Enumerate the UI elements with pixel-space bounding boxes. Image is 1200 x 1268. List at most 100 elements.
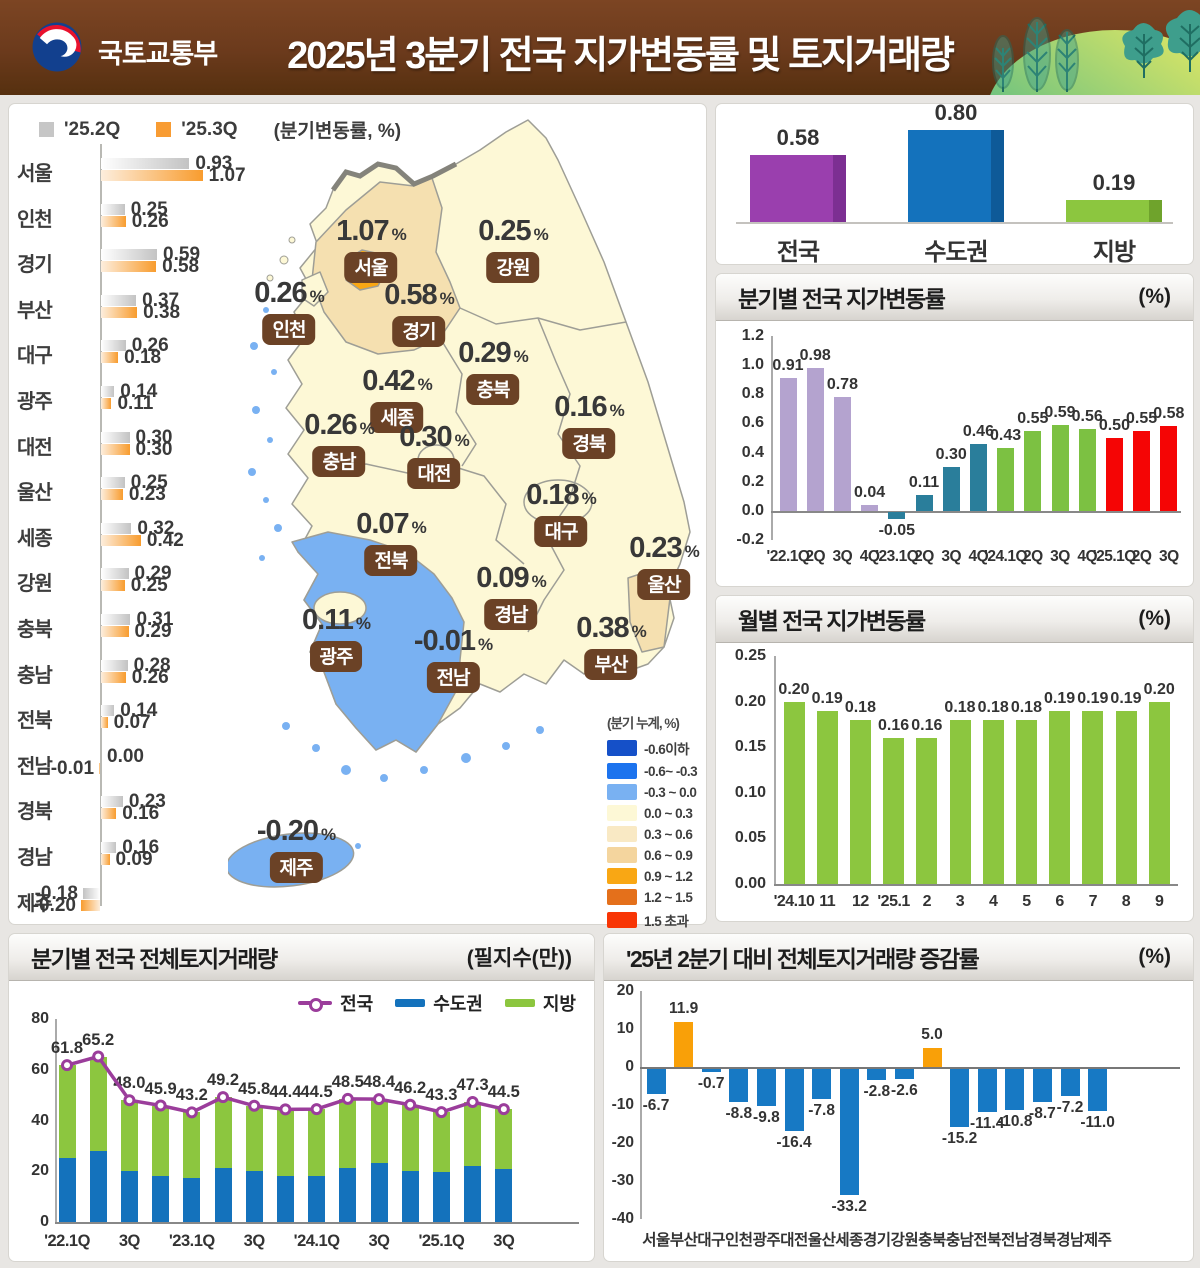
v-xtick: 3Q — [118, 1232, 141, 1250]
m-value: 0.16 — [878, 717, 910, 735]
q-value: 0.91 — [772, 357, 804, 375]
m-xtick: 7 — [1088, 893, 1098, 910]
v-bar-local — [339, 1098, 357, 1168]
map-legend-row: 1.2 ~ 1.5 — [607, 889, 707, 905]
c-value: 5.0 — [921, 1026, 943, 1043]
hbar — [101, 306, 138, 318]
m-ytick: 0.05 — [734, 829, 766, 847]
q-ytick: 1.0 — [741, 356, 764, 374]
q-ytick: 0.4 — [741, 443, 764, 461]
q-ytick: 0.6 — [741, 414, 764, 432]
map-legend-row: 0.0 ~ 0.3 — [607, 805, 707, 821]
region-label: 전남 — [17, 755, 53, 778]
c-bar — [867, 1069, 887, 1080]
c-ytick: -40 — [611, 1210, 634, 1227]
m-ytick: 0.00 — [734, 875, 766, 892]
v-total-value: 48.4 — [362, 1073, 396, 1092]
map-legend-row: 0.9 ~ 1.2 — [607, 868, 707, 884]
islets — [266, 236, 296, 282]
incheon — [301, 271, 329, 307]
map-legend-row: 0.3 ~ 0.6 — [607, 826, 707, 842]
summary-bar — [750, 155, 846, 222]
local-legend-swatch — [504, 999, 535, 1007]
map-legend-swatch — [607, 805, 637, 821]
map-legend-swatch — [607, 740, 637, 756]
hbar-value: 0.32 — [137, 517, 175, 539]
hbar — [101, 170, 203, 181]
hbar-value: -0.18 — [34, 882, 78, 904]
q-xtick: 2Q — [805, 548, 826, 565]
v-bar-local — [214, 1097, 232, 1169]
monthly-panel-header: 월별 전국 지가변동률 (%) — [716, 596, 1193, 643]
q-bar — [997, 448, 1015, 511]
hbar — [101, 294, 137, 306]
gwangju — [313, 591, 367, 625]
quarterly-panel: 분기별 전국 지가변동률 (%) 1.2 1.0 0.8 0.6 0.4 0.2 0.0 -0… — [715, 273, 1194, 587]
hbar-value: 0.59 — [163, 244, 201, 266]
c-xtick: 강원 — [890, 1232, 919, 1249]
hbar — [101, 386, 115, 397]
q-bar — [779, 378, 797, 511]
c-xtick: 충남 — [945, 1232, 974, 1249]
q-value: 0.30 — [935, 446, 967, 464]
v-bar-metro — [308, 1176, 326, 1222]
c-bar — [950, 1069, 970, 1127]
v-bar-metro — [245, 1171, 263, 1222]
m-bar — [1115, 710, 1137, 884]
v-total-value: 44.4 — [269, 1083, 302, 1102]
monthly-panel: 월별 전국 지가변동률 (%) 0.25 0.20 0.15 0.10 0.05 0.00… — [715, 595, 1194, 922]
c-xtick: 충북 — [918, 1232, 946, 1249]
q-xtick: 3Q — [1050, 548, 1070, 565]
hbar — [101, 340, 126, 352]
c-bar — [646, 1069, 666, 1095]
monthly-unit: (%) — [1138, 607, 1171, 630]
region-label: 광주 — [17, 391, 53, 413]
page-header: 국토교통부 2025년 3분기 전국 지가변동률 및 토지거래량 — [0, 0, 1200, 95]
region-label: 경남 — [17, 847, 53, 869]
region-label: 경기 — [17, 254, 53, 277]
map-legend-row: 1.5 초과 — [607, 910, 707, 930]
page-title: 2025년 3분기 전국 지가변동률 및 토지거래량 — [287, 35, 955, 77]
c-value: -9.8 — [753, 1109, 780, 1127]
m-bar — [783, 701, 805, 884]
map-legend-row: -0.6~ -0.3 — [607, 763, 707, 779]
m-xtick: 4 — [988, 893, 998, 910]
volume-legend-metro: 수도권 — [433, 994, 483, 1014]
c-value: -6.7 — [642, 1097, 670, 1115]
c-xtick: 경남 — [1056, 1232, 1084, 1249]
m-ytick: 0.10 — [734, 783, 766, 801]
agency-name: 국토교통부 — [98, 39, 218, 69]
v-total-value: 45.9 — [144, 1079, 177, 1098]
v-xtick: '24.1Q — [293, 1232, 340, 1250]
hbar-value: 0.30 — [135, 438, 173, 460]
region-label: 인천 — [17, 208, 53, 231]
legend-label-q2: '25.2Q — [64, 118, 121, 140]
volume-panel-header: 분기별 전국 전체토지거래량 (필지수(만)) — [9, 934, 594, 981]
region-label: 대구 — [17, 345, 53, 368]
c-ytick: 0 — [625, 1058, 634, 1075]
map-legend-swatch — [607, 868, 637, 884]
summary-category: 수도권 — [924, 239, 988, 266]
m-bar — [916, 738, 938, 884]
hbar — [101, 477, 125, 489]
hbar-value: 0.42 — [146, 529, 184, 551]
c-bar — [1005, 1069, 1025, 1111]
v-bar-local — [401, 1104, 419, 1171]
quarterly-panel-header: 분기별 전국 지가변동률 (%) — [716, 274, 1193, 321]
hbar — [101, 671, 126, 683]
v-bar-local — [245, 1105, 263, 1172]
m-value: 0.19 — [1077, 689, 1109, 707]
hbar-value: 0.29 — [134, 621, 172, 642]
hbar-value: 0.14 — [120, 700, 158, 722]
v-bar-local — [183, 1112, 201, 1178]
v-ytick: 20 — [31, 1162, 49, 1180]
m-bar — [883, 738, 905, 884]
c-bar — [784, 1069, 804, 1132]
q-value: 0.58 — [1153, 405, 1185, 423]
q-bar — [1133, 430, 1151, 511]
q-bar — [888, 511, 906, 520]
map-legend-label: -0.6이하 — [644, 742, 690, 757]
hbar-value: 0.11 — [117, 393, 154, 414]
hbar-value: 0.00 — [107, 745, 144, 767]
